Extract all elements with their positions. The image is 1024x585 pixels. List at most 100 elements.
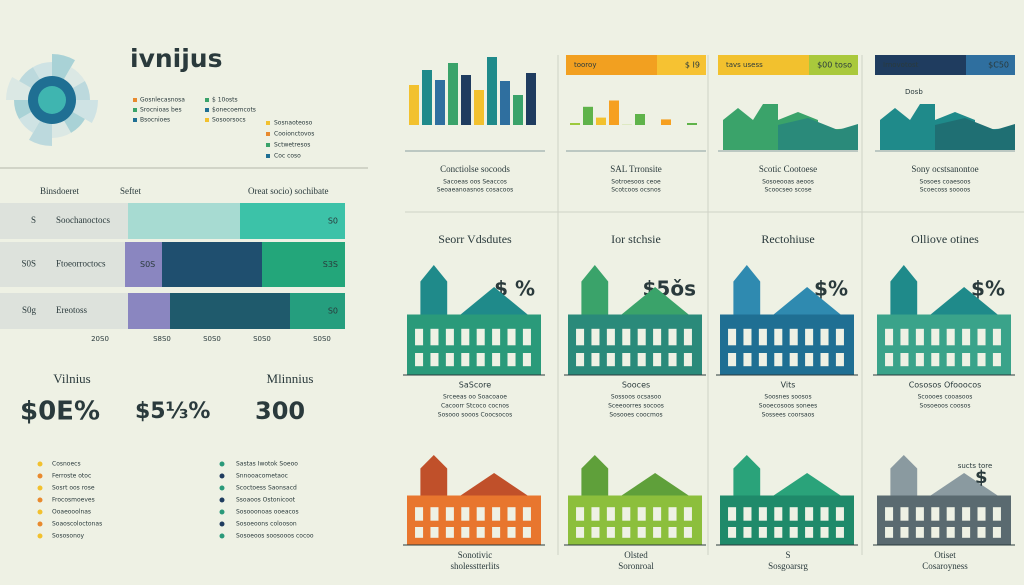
tower bbox=[581, 265, 609, 315]
bar-segment bbox=[0, 293, 128, 329]
window bbox=[962, 328, 971, 346]
label: tavs usess bbox=[726, 61, 763, 69]
decor-bar bbox=[635, 114, 645, 125]
label: Frocosmoeves bbox=[52, 497, 95, 504]
window bbox=[576, 527, 585, 538]
window bbox=[885, 507, 894, 521]
list-dot bbox=[219, 521, 225, 527]
label: Dosb bbox=[905, 88, 923, 96]
panel-header bbox=[875, 55, 966, 75]
decor-bar bbox=[461, 75, 471, 125]
window bbox=[743, 328, 752, 346]
window bbox=[492, 353, 501, 367]
window bbox=[461, 527, 470, 538]
label: Ior stchsie bbox=[611, 232, 661, 246]
window bbox=[835, 353, 844, 367]
legend-dot bbox=[205, 98, 209, 102]
label: Scoctoess Saonsacd bbox=[236, 485, 297, 492]
building bbox=[877, 314, 1011, 375]
label: Scoocseo scose bbox=[764, 187, 811, 194]
label: S0 bbox=[328, 217, 338, 226]
label: Ferroste otoc bbox=[52, 473, 91, 480]
legend-dot bbox=[205, 118, 209, 122]
tower bbox=[581, 455, 609, 496]
label: SaScore bbox=[459, 381, 491, 390]
window bbox=[789, 328, 798, 346]
window bbox=[915, 353, 924, 367]
window bbox=[653, 527, 662, 538]
roof bbox=[773, 287, 841, 315]
window bbox=[622, 527, 631, 538]
window bbox=[576, 353, 585, 367]
list-dot bbox=[219, 485, 225, 491]
label: Sosgoarsrg bbox=[768, 561, 808, 571]
tower bbox=[890, 455, 918, 496]
label: SAL Trronsite bbox=[610, 164, 661, 174]
window bbox=[606, 353, 615, 367]
roof bbox=[460, 287, 528, 315]
label: Scotic Cootoese bbox=[759, 164, 817, 174]
label: Ereotoss bbox=[56, 305, 87, 315]
window bbox=[931, 527, 940, 538]
panel-header bbox=[566, 55, 657, 75]
window bbox=[758, 353, 767, 367]
label: $ bbox=[975, 467, 988, 488]
label: Srocnioas bes bbox=[140, 107, 182, 114]
window bbox=[962, 527, 971, 538]
bar-segment bbox=[128, 293, 170, 329]
label: Sosoeooas aeoos bbox=[762, 179, 814, 186]
label: S0S bbox=[140, 260, 155, 269]
label: Bsocnioes bbox=[140, 117, 170, 124]
decor-bar bbox=[596, 117, 606, 125]
window bbox=[977, 353, 986, 367]
label: Seftet bbox=[120, 186, 141, 196]
bar-segment bbox=[290, 293, 345, 329]
window bbox=[992, 527, 1001, 538]
window bbox=[805, 527, 814, 538]
tower bbox=[420, 265, 448, 315]
label: Cooionctovos bbox=[274, 131, 314, 138]
window bbox=[591, 507, 600, 521]
label: Sosooes coocmos bbox=[609, 412, 662, 419]
window bbox=[992, 328, 1001, 346]
window bbox=[900, 507, 909, 521]
window bbox=[445, 353, 454, 367]
label: sucts tore bbox=[958, 462, 993, 470]
label: S0g bbox=[22, 305, 37, 315]
label: S3S bbox=[323, 260, 338, 269]
label: Sossees coorsaos bbox=[762, 412, 815, 419]
window bbox=[476, 328, 485, 346]
window bbox=[758, 527, 767, 538]
window bbox=[461, 353, 470, 367]
decor-bar bbox=[474, 90, 484, 125]
skyline bbox=[778, 118, 858, 150]
tower bbox=[733, 455, 761, 496]
window bbox=[900, 353, 909, 367]
roof bbox=[621, 473, 689, 496]
building bbox=[568, 314, 702, 375]
label: Rectohiuse bbox=[761, 232, 814, 246]
label: Cosaroyness bbox=[922, 561, 968, 571]
window bbox=[622, 353, 631, 367]
panel-header bbox=[718, 55, 809, 75]
decor-bar bbox=[448, 63, 458, 125]
building bbox=[407, 314, 541, 375]
window bbox=[946, 507, 955, 521]
decor-bar bbox=[500, 81, 510, 125]
window bbox=[931, 353, 940, 367]
decor-bar bbox=[487, 57, 497, 125]
decor-bar bbox=[526, 73, 536, 125]
legend-dot bbox=[133, 118, 137, 122]
window bbox=[962, 353, 971, 367]
label: Sosooonoas ooeacos bbox=[236, 509, 299, 516]
legend-dot bbox=[266, 154, 270, 158]
building bbox=[720, 495, 854, 545]
decor-bar bbox=[609, 100, 619, 125]
window bbox=[415, 507, 424, 521]
window bbox=[835, 527, 844, 538]
label: Sooecosoos sonees bbox=[759, 403, 817, 410]
label: $ I9 bbox=[685, 61, 700, 70]
label: S bbox=[31, 215, 36, 225]
label: Olsted bbox=[624, 550, 648, 560]
label: $onecoemcots bbox=[212, 107, 256, 114]
